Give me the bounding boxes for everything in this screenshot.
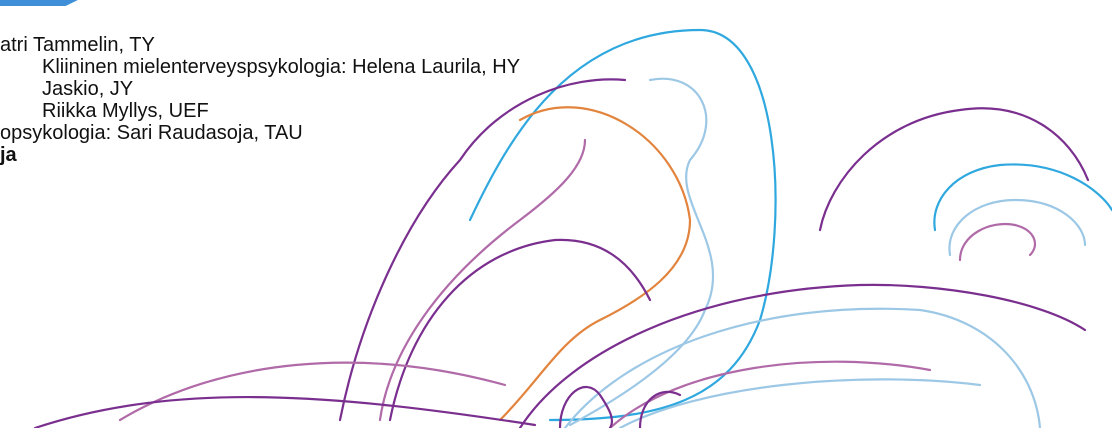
text-line-5: opsykologia: Sari Raudasoja, TAU (0, 122, 303, 144)
swirl-right-small (958, 222, 1037, 262)
swirl-right-blue (933, 163, 1112, 232)
swirl-bottom-lavender (118, 361, 507, 422)
swirl-bottom-loop-1 (558, 385, 614, 428)
text-line-6: ja (0, 144, 17, 166)
text-line-3: Jaskio, JY (42, 78, 134, 100)
swirl-bottom-loop-2 (638, 390, 682, 428)
swirl-bottom-purple (33, 396, 537, 428)
swirl-wave-light (608, 360, 932, 428)
swirl-purple-inner (388, 238, 652, 422)
text-line-2: Kliininen mielenterveyspsykologia: Helen… (42, 56, 521, 78)
swirl-right-purple (818, 107, 1090, 232)
top-accent (0, 0, 82, 6)
text-line-4: Riikka Myllys, UEF (42, 100, 209, 122)
swirl-wave-lower (618, 378, 982, 428)
swirl-right-light (948, 198, 1087, 257)
text-line-1: atri Tammelin, TY (0, 34, 155, 56)
swirl-wave-purple (518, 283, 1087, 428)
swirl-purple-second (378, 138, 587, 422)
swirl-orange-line (498, 106, 692, 422)
swirl-light-blue-loop (568, 77, 715, 427)
swirl-wave-blue (563, 307, 1042, 428)
document-text: atri Tammelin, TY Kliininen mielentervey… (0, 34, 520, 166)
